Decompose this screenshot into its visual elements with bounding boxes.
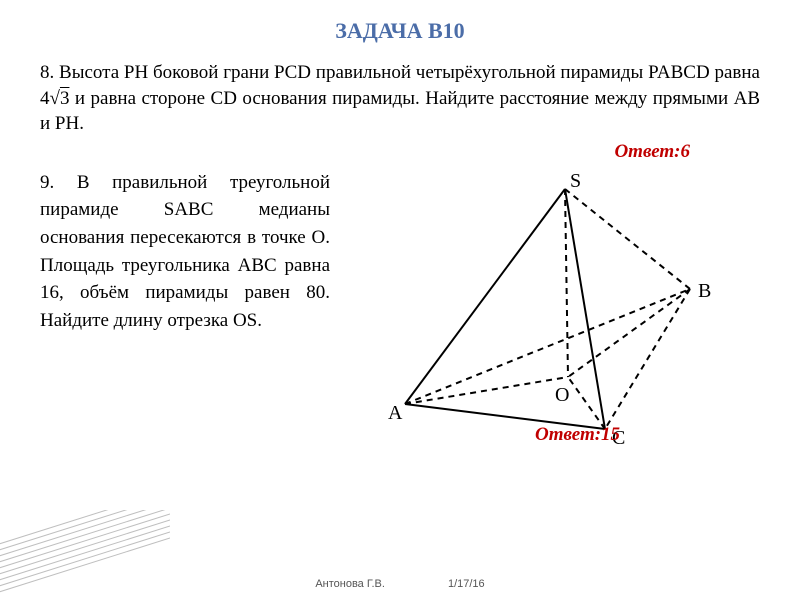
problem-9-text: 9. В правильной треугольной пирамиде SAB…: [40, 169, 340, 464]
footer-date: 1/17/16: [448, 578, 485, 590]
answer-8-text: Ответ:6: [614, 141, 690, 162]
p9-text: 9. В правильной треугольной пирамиде SAB…: [40, 172, 330, 331]
content-row: 9. В правильной треугольной пирамиде SAB…: [0, 163, 800, 464]
footer: Антонова Г.В. 1/17/16: [0, 578, 800, 590]
footer-author: Антонова Г.В.: [315, 578, 385, 590]
sqrt-arg: 3: [60, 88, 70, 109]
pyramid-diagram: SABCO: [340, 169, 720, 459]
p8-part2: и равна стороне CD основания пирамиды. Н…: [40, 88, 760, 135]
svg-text:S: S: [570, 170, 581, 192]
svg-text:O: O: [555, 384, 569, 406]
sqrt-sym: √: [50, 88, 60, 109]
p8-sqrt: √3: [50, 88, 70, 109]
answer-8: Ответ:6: [0, 141, 800, 163]
svg-text:A: A: [388, 402, 403, 424]
diagram-container: SABCO Ответ:15: [340, 169, 760, 464]
svg-text:B: B: [698, 280, 711, 302]
title-text: ЗАДАЧА В10: [335, 18, 464, 43]
answer-9: Ответ:15: [535, 424, 620, 446]
slide-title: ЗАДАЧА В10: [0, 0, 800, 44]
answer-9-text: Ответ:15: [535, 424, 620, 445]
problem-8-text: 8. Высота PH боковой грани PCD правильно…: [0, 44, 800, 141]
